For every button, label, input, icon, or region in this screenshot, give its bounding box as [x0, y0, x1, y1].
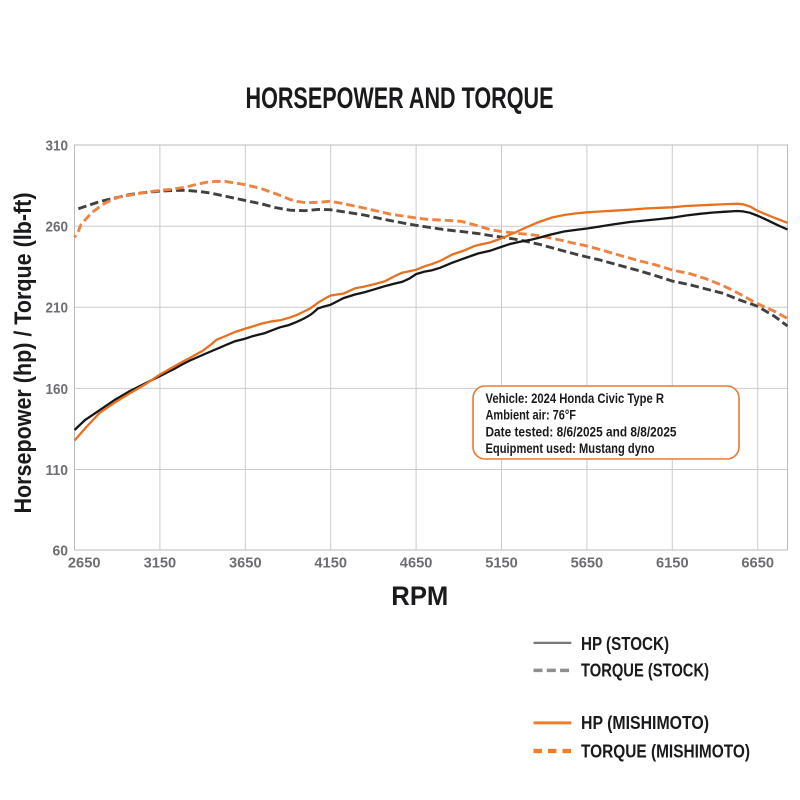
svg-text:310: 310	[46, 137, 69, 154]
svg-text:Equipment used: Mustang dyno: Equipment used: Mustang dyno	[486, 441, 655, 456]
svg-text:Horsepower (hp) / Torque (lb-f: Horsepower (hp) / Torque (lb-ft)	[10, 193, 37, 514]
svg-text:5650: 5650	[571, 554, 604, 571]
svg-text:Ambient air: 76°F: Ambient air: 76°F	[486, 408, 577, 423]
svg-text:3650: 3650	[229, 554, 262, 571]
svg-text:60: 60	[53, 542, 69, 559]
svg-text:4150: 4150	[314, 554, 347, 571]
svg-text:TORQUE (MISHIMOTO): TORQUE (MISHIMOTO)	[581, 742, 750, 762]
svg-text:3150: 3150	[144, 554, 177, 571]
svg-text:RPM: RPM	[391, 581, 448, 611]
svg-text:4650: 4650	[400, 554, 433, 571]
svg-text:Vehicle: 2024 Honda Civic Type: Vehicle: 2024 Honda Civic Type R	[486, 391, 665, 406]
svg-text:HP (STOCK): HP (STOCK)	[581, 634, 669, 654]
svg-text:Date tested: 8/6/2025 and 8/8/: Date tested: 8/6/2025 and 8/8/2025	[486, 424, 677, 439]
svg-text:5150: 5150	[485, 554, 518, 571]
svg-text:TORQUE (STOCK): TORQUE (STOCK)	[581, 661, 709, 681]
svg-text:210: 210	[46, 300, 69, 317]
svg-text:2650: 2650	[68, 554, 101, 571]
svg-text:6150: 6150	[656, 554, 689, 571]
svg-text:110: 110	[46, 462, 69, 479]
svg-text:6650: 6650	[741, 554, 774, 571]
svg-text:HORSEPOWER AND TORQUE: HORSEPOWER AND TORQUE	[246, 82, 554, 115]
svg-text:HP (MISHIMOTO): HP (MISHIMOTO)	[581, 713, 709, 733]
svg-text:260: 260	[46, 219, 69, 236]
svg-text:160: 160	[46, 381, 69, 398]
